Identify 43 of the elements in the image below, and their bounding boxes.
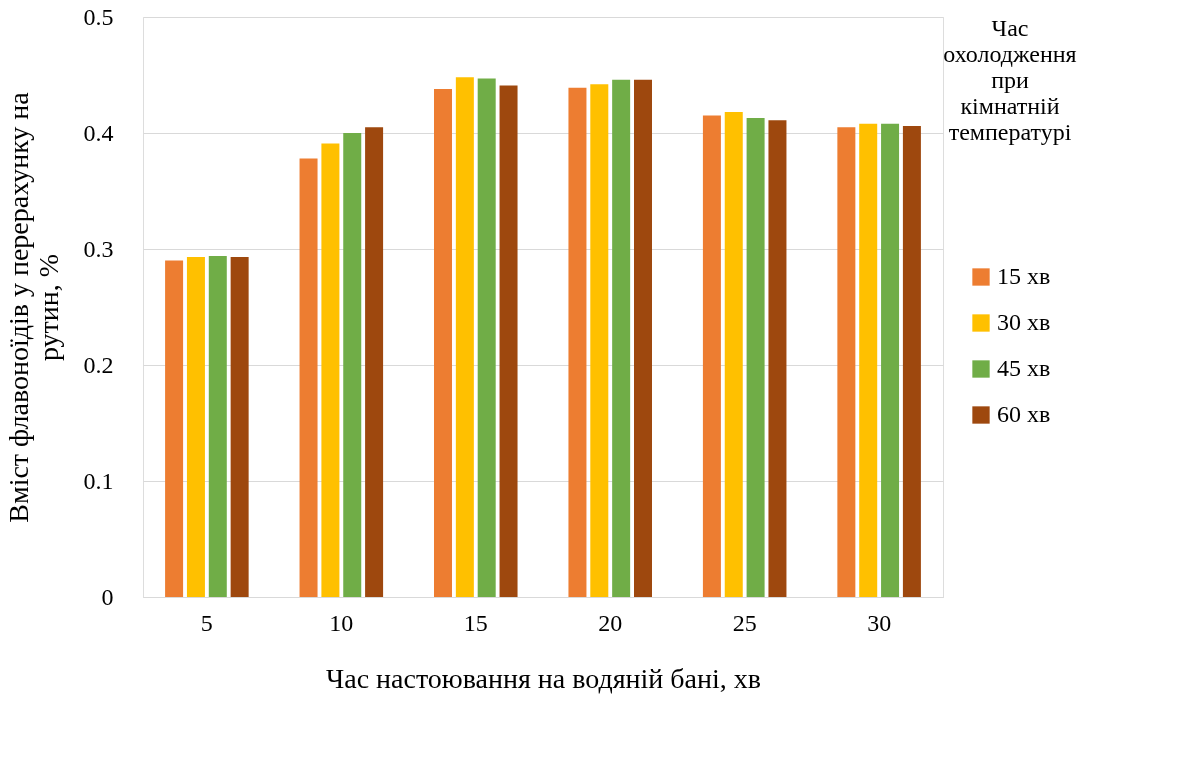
x-tick-label: 5 (200, 609, 213, 636)
x-tick-label: 20 (598, 609, 623, 636)
bar (186, 257, 205, 597)
x-tick-label: 15 (463, 609, 488, 636)
bar (702, 115, 721, 597)
bar (455, 77, 474, 597)
bar (590, 84, 609, 597)
bar (208, 255, 227, 597)
y-tick-label: 0.2 (83, 351, 114, 378)
bar (881, 123, 900, 597)
y-tick-label: 0.1 (83, 467, 114, 494)
bar (165, 260, 184, 597)
bar (434, 88, 452, 597)
bar (477, 78, 496, 597)
y-tick-label: 0 (101, 583, 114, 610)
bar (299, 158, 318, 597)
bar (343, 133, 362, 597)
bar (612, 79, 631, 597)
bar (499, 85, 518, 597)
y-tick-label: 0.5 (83, 3, 114, 30)
y-tick-label: 0.4 (83, 119, 114, 146)
bar (837, 127, 856, 597)
legend-label: 15 хв (997, 263, 1051, 289)
y-tick-label: 0.3 (83, 235, 114, 262)
y-axis-title: Вміст флавоноїдів у перерахунку на рутин, % (2, 91, 64, 523)
bar (634, 79, 652, 597)
bar (724, 112, 743, 597)
legend-title: Час охолодження при кімнатній температурі (943, 15, 1077, 145)
x-tick-label: 25 (732, 609, 757, 636)
bar (746, 117, 765, 597)
bar (230, 257, 249, 597)
bar (321, 143, 340, 597)
bar (568, 87, 587, 597)
x-tick-label: 30 (867, 609, 892, 636)
bar (768, 120, 787, 597)
legend-label: 30 хв (997, 309, 1051, 335)
bar (859, 123, 878, 597)
bar (902, 126, 921, 597)
legend-label: 60 хв (997, 401, 1051, 427)
bar (365, 127, 384, 597)
legend-label: 45 хв (997, 355, 1051, 381)
x-axis-title: Час настоювання на водяній бані, хв (326, 662, 761, 694)
x-tick-label: 10 (329, 609, 354, 636)
